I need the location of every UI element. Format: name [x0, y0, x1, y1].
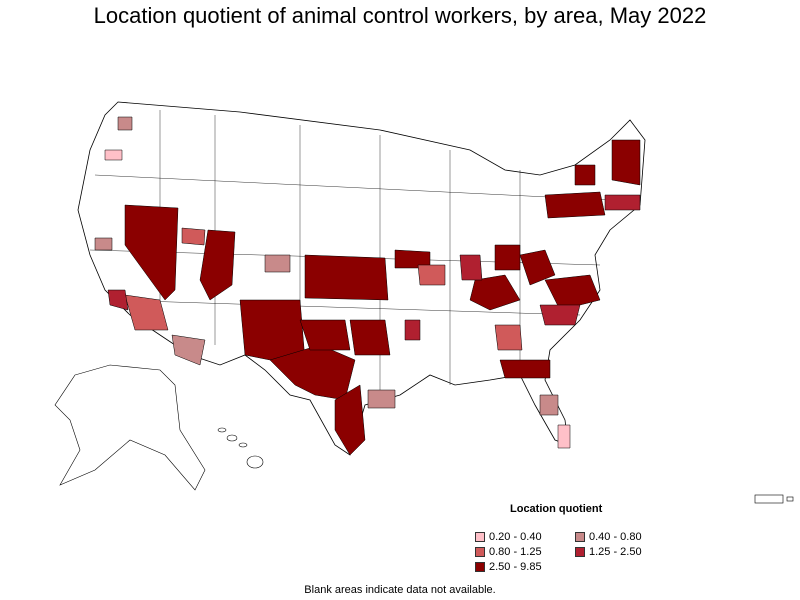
area-arizona-east — [171, 334, 206, 366]
area-utah — [199, 229, 236, 301]
area-arkansas — [404, 319, 421, 341]
area-north-carolina — [539, 304, 581, 326]
area-florida-south — [557, 424, 571, 449]
area-new-york-north — [574, 164, 596, 186]
legend-title: Location quotient — [510, 503, 603, 515]
area-indiana — [459, 254, 483, 281]
legend-swatch — [475, 532, 485, 542]
area-washington — [117, 116, 133, 131]
puerto-rico — [754, 494, 794, 504]
area-louisiana — [367, 389, 396, 409]
area-arizona-south — [124, 294, 169, 331]
area-florida-gulf — [539, 394, 559, 416]
legend-swatch — [475, 547, 485, 557]
area-virginia — [544, 274, 601, 311]
legend-label: 0.20 - 0.40 — [489, 531, 542, 543]
area-oregon — [104, 149, 123, 161]
legend-label: 0.40 - 0.80 — [589, 531, 642, 543]
area-ohio — [494, 244, 521, 271]
map-title: Location quotient of animal control work… — [93, 3, 707, 28]
hawaii-islands — [217, 427, 264, 469]
shaded-areas — [94, 116, 641, 456]
legend-item-3: 1.25 - 2.50 — [575, 546, 642, 558]
alaska-outline — [54, 364, 206, 491]
legend-label: 2.50 - 9.85 — [489, 561, 542, 573]
area-nevada — [124, 204, 179, 301]
area-west-virginia — [519, 249, 556, 286]
legend-swatch — [475, 562, 485, 572]
footnote: Blank areas indicate data not available. — [304, 584, 496, 596]
legend-item-2: 0.80 - 1.25 — [475, 546, 542, 558]
area-georgia — [494, 324, 523, 351]
legend-item-0: 0.20 - 0.40 — [475, 531, 542, 543]
area-oklahoma — [349, 319, 391, 356]
legend-label: 1.25 - 2.50 — [589, 546, 642, 558]
legend-swatch — [575, 547, 585, 557]
area-texas-north — [299, 319, 351, 351]
area-maine — [611, 139, 641, 186]
area-texas-gulf — [334, 384, 366, 456]
area-idaho-spot — [181, 227, 206, 246]
legend-swatch — [575, 532, 585, 542]
area-colorado — [264, 254, 291, 273]
legend-item-4: 2.50 - 9.85 — [475, 561, 542, 573]
legend-item-1: 0.40 - 0.80 — [575, 531, 642, 543]
area-massachusetts — [604, 194, 641, 211]
area-new-york — [544, 191, 606, 219]
area-missouri — [417, 264, 446, 286]
area-florida-north — [499, 359, 551, 379]
area-kentucky — [469, 274, 521, 311]
area-kansas — [304, 254, 389, 301]
area-new-mexico — [239, 299, 306, 361]
area-california-north — [94, 237, 113, 251]
legend-label: 0.80 - 1.25 — [489, 546, 542, 558]
area-california-south — [107, 289, 129, 311]
